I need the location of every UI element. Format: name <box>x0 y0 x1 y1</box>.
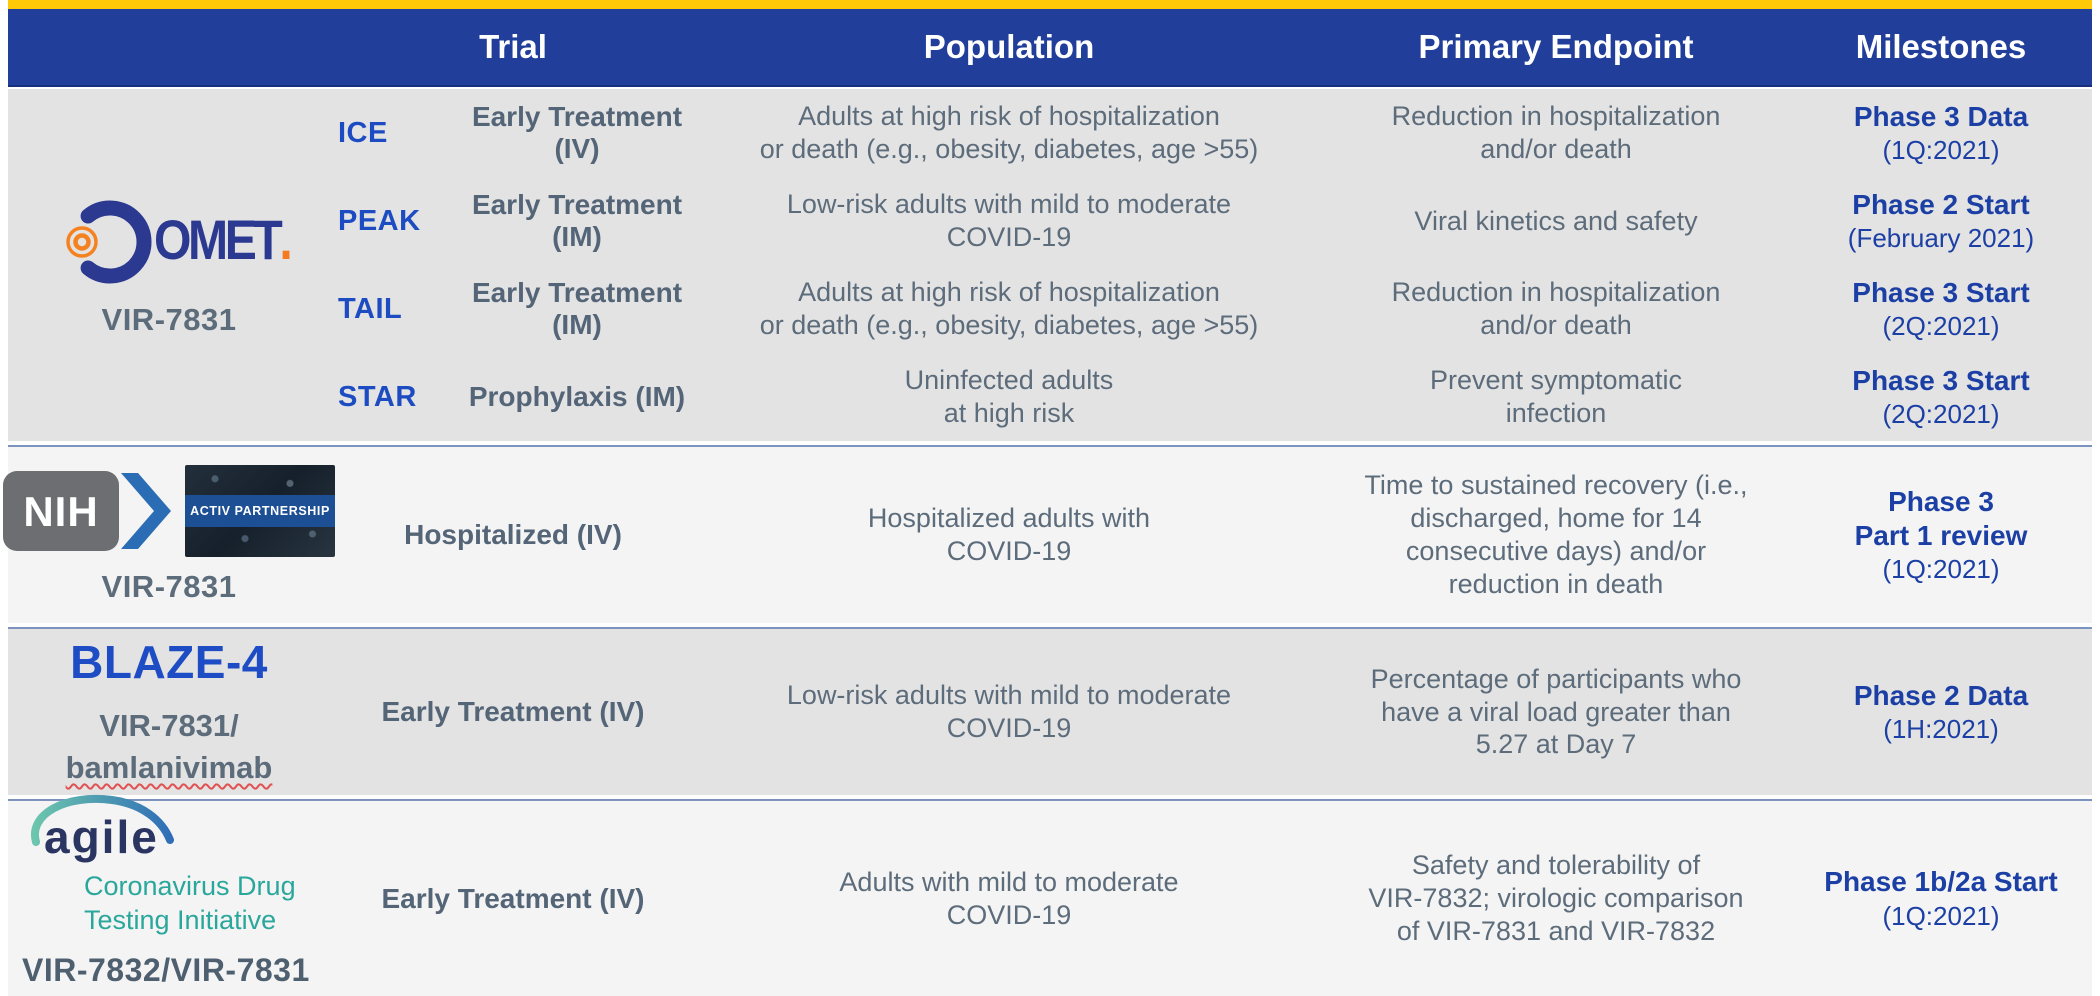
agile-section: agile Coronavirus Drug Testing Initiativ… <box>8 795 2092 996</box>
population-cell: Hospitalized adults with COVID-19 <box>867 503 1151 566</box>
activ-partnership-label: ACTIV PARTNERSHIP <box>185 495 335 527</box>
table-row-tail: TAIL Early Treatment (IM) Adults at high… <box>330 265 2092 353</box>
milestone-date: (2Q:2021) <box>1882 399 2000 430</box>
milestone-title: Phase 3 Start <box>1852 276 2030 308</box>
milestone-title: Phase 3 Part 1 review <box>1854 486 2028 551</box>
comet-wordmark-text: OMET <box>154 208 283 271</box>
trial-type: Early Treatment (IV) <box>381 882 645 914</box>
header-trial: Trial <box>479 28 547 65</box>
nih-activ-section: NIH ACTIV PARTNERSHIP VIR-7831 Hospitali… <box>3 445 2092 623</box>
population-cell: Adults with mild to moderate COVID-19 <box>839 866 1179 930</box>
header-primary-endpoint: Primary Endpoint <box>1418 28 1694 65</box>
activ-partnership-logo: ACTIV PARTNERSHIP <box>185 465 335 557</box>
milestone-title: Phase 3 Data <box>1853 100 2029 132</box>
endpoint-cell: Time to sustained recovery (i.e., discha… <box>1364 470 1748 599</box>
nih-logo-cell: NIH ACTIV PARTNERSHIP VIR-7831 <box>3 465 335 605</box>
comet-logo: OMET. <box>40 192 298 292</box>
trial-type: Early Treatment (IM) <box>471 189 683 252</box>
comet-trial-rows: ICE Early Treatment (IV) Adults at high … <box>330 89 2092 441</box>
milestone-title: Phase 2 Data <box>1853 679 2029 711</box>
milestone-cell: Phase 3 Part 1 review (1Q:2021) <box>1790 485 2092 584</box>
trial-type: Prophylaxis (IM) <box>468 381 686 412</box>
agile-subtitle: Coronavirus Drug Testing Initiative <box>84 871 296 935</box>
milestone-cell: Phase 2 Start (February 2021) <box>1790 188 2092 254</box>
comet-wordmark: OMET. <box>154 212 293 268</box>
milestone-date: (1H:2021) <box>1883 714 1999 745</box>
nih-activ-logos: NIH ACTIV PARTNERSHIP <box>3 465 335 557</box>
milestone-title: Phase 3 Start <box>1852 364 2030 396</box>
table-row-ice: ICE Early Treatment (IV) Adults at high … <box>330 89 2092 177</box>
milestone-cell: Phase 3 Data (1Q:2021) <box>1790 100 2092 166</box>
comet-logo-cell: OMET. VIR-7831 <box>8 89 330 441</box>
blaze4-compound-label: VIR-7831/ bamlanivimab <box>66 705 273 789</box>
trial-type: Early Treatment (IV) <box>471 101 683 164</box>
endpoint-cell: Percentage of participants who have a vi… <box>1370 663 1742 760</box>
milestone-cell: Phase 3 Start (2Q:2021) <box>1790 364 2092 430</box>
endpoint-cell: Reduction in hospitalization and/or deat… <box>1391 277 1721 340</box>
milestone-title: Phase 2 Start <box>1852 188 2030 220</box>
agile-compound-label: VIR-7832/VIR-7831 <box>22 951 310 988</box>
milestone-cell: Phase 3 Start (2Q:2021) <box>1790 276 2092 342</box>
milestone-cell: Phase 1b/2a Start (1Q:2021) <box>1790 865 2092 931</box>
trial-type: Hospitalized (IV) <box>404 519 622 550</box>
milestone-cell: Phase 2 Data (1H:2021) <box>1790 679 2092 745</box>
blaze4-compound-line1: VIR-7831/ <box>99 708 239 744</box>
comet-compound-label: VIR-7831 <box>101 302 237 337</box>
agile-logo-cell: agile Coronavirus Drug Testing Initiativ… <box>8 795 330 989</box>
header-population: Population <box>923 28 1095 65</box>
endpoint-cell: Reduction in hospitalization and/or deat… <box>1391 101 1721 164</box>
agile-wordmark: agile <box>44 811 159 864</box>
population-cell: Low-risk adults with mild to moderate CO… <box>786 189 1232 252</box>
table-row-peak: PEAK Early Treatment (IM) Low-risk adult… <box>330 177 2092 265</box>
table-header: Trial Population Primary Endpoint Milest… <box>8 9 2092 87</box>
comet-icon <box>40 200 152 284</box>
blaze4-compound-line2: bamlanivimab <box>65 750 273 785</box>
population-cell: Uninfected adults at high risk <box>904 365 1114 428</box>
blaze4-title: BLAZE-4 <box>70 636 268 689</box>
table-row-star: STAR Prophylaxis (IM) Uninfected adults … <box>330 353 2092 441</box>
svg-text:NIH: NIH <box>23 488 98 535</box>
milestone-date: (2Q:2021) <box>1882 311 2000 342</box>
endpoint-cell: Safety and tolerability of VIR-7832; vir… <box>1368 850 1744 946</box>
nih-logo: NIH <box>3 471 171 551</box>
population-cell: Low-risk adults with mild to moderate CO… <box>786 680 1232 743</box>
endpoint-cell: Prevent symptomatic infection <box>1429 365 1683 428</box>
blaze4-section: BLAZE-4 VIR-7831/ bamlanivimab Early Tre… <box>8 627 2092 795</box>
trial-acronym: ICE <box>338 116 388 149</box>
trial-type: Early Treatment (IM) <box>471 277 683 340</box>
top-accent-bar <box>8 0 2092 9</box>
milestone-date: (1Q:2021) <box>1882 900 2000 931</box>
trial-acronym: STAR <box>338 380 417 413</box>
endpoint-cell: Viral kinetics and safety <box>1414 205 1698 236</box>
header-milestones: Milestones <box>1855 28 2027 65</box>
population-cell: Adults at high risk of hospitalization o… <box>759 101 1259 164</box>
milestone-date: (1Q:2021) <box>1882 553 2000 584</box>
agile-arc-icon <box>30 795 174 847</box>
blaze4-logo-cell: BLAZE-4 VIR-7831/ bamlanivimab <box>8 635 330 789</box>
trial-type: Early Treatment (IV) <box>381 696 645 727</box>
agile-logo: agile <box>30 795 174 866</box>
milestone-date: (February 2021) <box>1847 223 2035 254</box>
comet-wordmark-dot: . <box>279 208 293 271</box>
nih-compound-label: VIR-7831 <box>101 569 237 604</box>
trial-acronym: TAIL <box>338 292 403 325</box>
comet-program-section: OMET. VIR-7831 ICE Early Treatment (IV) … <box>8 89 2092 441</box>
population-cell: Adults at high risk of hospitalization o… <box>759 277 1259 340</box>
trial-acronym: PEAK <box>338 204 421 237</box>
milestone-date: (1Q:2021) <box>1882 135 2000 166</box>
milestone-title: Phase 1b/2a Start <box>1824 866 2058 898</box>
